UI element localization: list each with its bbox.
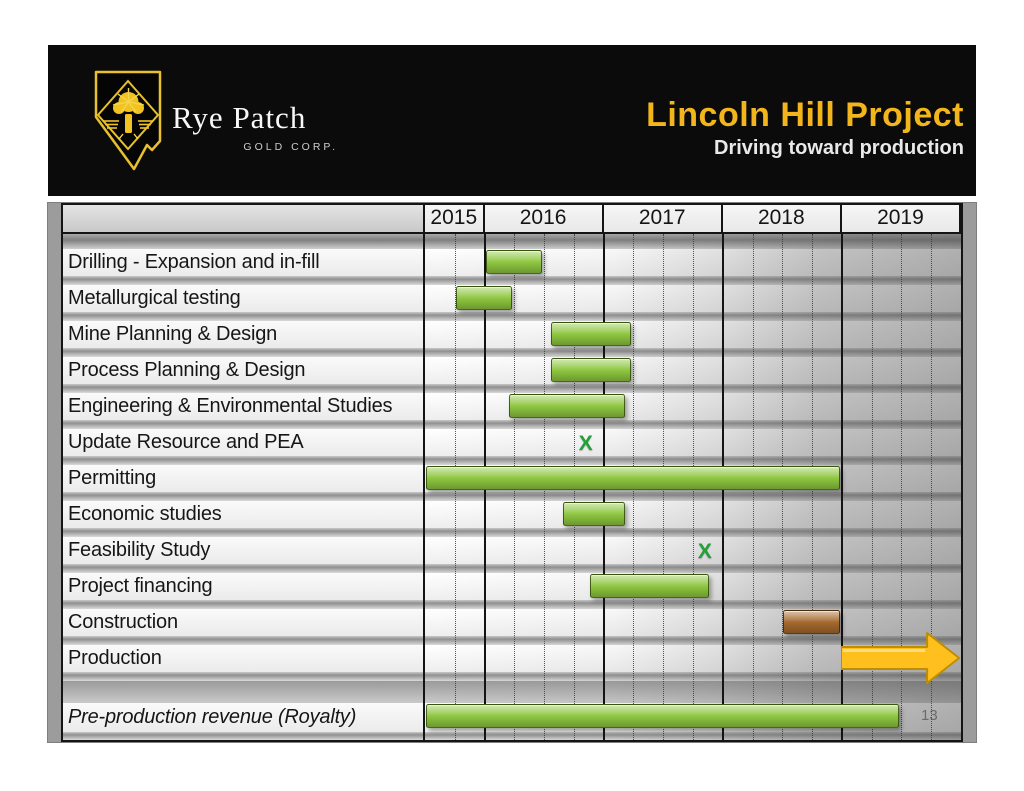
gantt-chart: 2015 2016 2017 2018 2019 Drilling - Expansion…	[48, 203, 976, 742]
gantt-bar	[562, 502, 626, 526]
year-header-cell: 2019	[841, 205, 961, 234]
year-header-cell: 2015	[425, 205, 485, 234]
row-separator	[63, 528, 961, 537]
task-label: Production	[63, 645, 423, 672]
row-separator	[63, 384, 961, 393]
year-header-cell: 2017	[603, 205, 723, 234]
task-label: Update Resource and PEA	[63, 429, 423, 456]
gantt-bar	[455, 286, 513, 310]
task-label: Construction	[63, 609, 423, 636]
label-column-divider	[423, 205, 425, 740]
task-label: Metallurgical testing	[63, 285, 423, 312]
gantt-bar	[783, 610, 840, 634]
row-separator	[63, 600, 961, 609]
row-separator	[63, 636, 961, 645]
row-separator	[63, 276, 961, 285]
row-separator	[63, 564, 961, 573]
logo-company-subtitle: GOLD CORP.	[243, 141, 338, 153]
page-number: 13	[921, 707, 938, 724]
task-label: Feasibility Study	[63, 537, 423, 564]
milestone-x-marker: X	[578, 432, 593, 455]
row-separator	[63, 456, 961, 465]
task-label: Process Planning & Design	[63, 357, 423, 384]
row-separator	[63, 492, 961, 501]
row-separator	[63, 420, 961, 429]
gantt-bar	[426, 466, 840, 490]
logo-company-name: Rye Patch	[172, 100, 307, 135]
header-band: Rye Patch GOLD CORP. Lincoln Hill Projec…	[48, 45, 976, 196]
milestone-x-marker: X	[697, 540, 712, 563]
gantt-corner-cell	[63, 205, 423, 234]
table-bottom-band	[63, 732, 961, 740]
gantt-bar	[509, 394, 626, 418]
task-label: Mine Planning & Design	[63, 321, 423, 348]
quarter-gridline	[931, 234, 932, 740]
quarter-gridline	[901, 234, 902, 740]
task-label: Engineering & Environmental Studies	[63, 393, 423, 420]
task-label: Pre-production revenue (Royalty)	[63, 703, 423, 732]
gantt-bar	[590, 574, 709, 598]
year-header-cell: 2016	[484, 205, 604, 234]
quarter-gridline	[872, 234, 873, 740]
task-label: Economic studies	[63, 501, 423, 528]
year-header-cell: 2018	[722, 205, 842, 234]
task-label: Permitting	[63, 465, 423, 492]
gantt-grid: 2015 2016 2017 2018 2019 Drilling - Expansion…	[61, 203, 963, 742]
header-separator	[63, 234, 961, 249]
task-label: Project financing	[63, 573, 423, 600]
rye-patch-nevada-logo-icon	[94, 70, 162, 171]
spacer-row	[63, 681, 961, 703]
gantt-bar	[551, 358, 632, 382]
slide-title: Lincoln Hill Project	[646, 96, 964, 134]
title-block: Lincoln Hill Project Driving toward prod…	[646, 95, 964, 161]
gantt-bar	[485, 250, 543, 274]
production-arrow	[839, 632, 961, 684]
row-separator	[63, 312, 961, 321]
slide-subtitle: Driving toward production	[714, 137, 964, 159]
year-gridline	[841, 234, 843, 740]
row-separator	[63, 672, 961, 681]
task-label: Drilling - Expansion and in-fill	[63, 249, 423, 276]
gantt-bar	[551, 322, 632, 346]
row-separator	[63, 348, 961, 357]
gantt-bar	[426, 704, 900, 728]
